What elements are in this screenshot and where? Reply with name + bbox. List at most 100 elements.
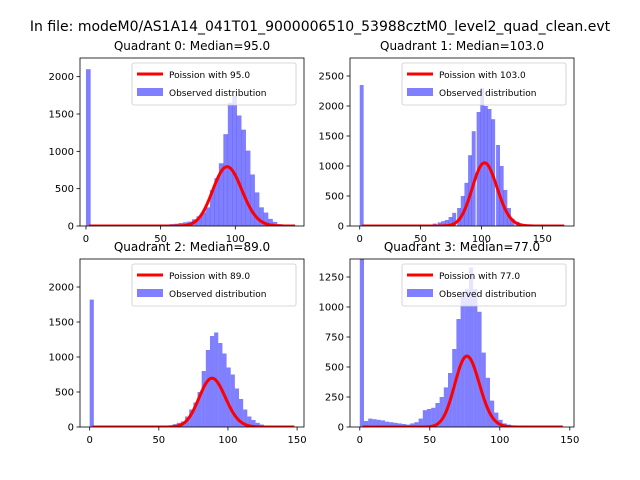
x-tick-label: 0 [357, 435, 363, 446]
x-tick-label: 50 [423, 435, 436, 446]
x-tick-label: 100 [218, 435, 237, 446]
y-tick-label: 1250 [319, 273, 344, 284]
plot-area [85, 69, 300, 226]
observed-bar [483, 106, 488, 226]
legend-poisson-label: Poission with 103.0 [439, 71, 526, 81]
legend: Poission with 103.0 Observed distribution [401, 62, 567, 106]
observed-bar [359, 259, 364, 427]
observed-bar [443, 387, 448, 427]
figure-suptitle: In file: modeM0/AS1A14_041T01_9000006510… [30, 19, 611, 35]
observed-bar [510, 218, 515, 226]
observed-bar [372, 419, 377, 427]
observed-bar [418, 418, 423, 427]
observed-bar [200, 212, 206, 226]
legend-poisson-label: Poission with 89.0 [169, 272, 250, 282]
y-tick-label: 750 [325, 333, 344, 344]
observed-bar [234, 388, 240, 427]
observed-bar [397, 423, 402, 427]
observed-bar [251, 420, 256, 427]
legend-observed-swatch [407, 88, 433, 96]
observed-bar [414, 422, 419, 427]
observed-bar [250, 174, 255, 226]
observed-bar [214, 178, 220, 226]
x-tick-label: 100 [490, 435, 509, 446]
axes-frame [349, 57, 575, 227]
observed-bar [499, 166, 504, 226]
legend: Poission with 95.0 Observed distribution [131, 62, 297, 106]
legend-box [401, 62, 567, 106]
x-tick-label: 100 [472, 234, 491, 245]
x-tick-label: 0 [86, 435, 92, 446]
observed-bar [448, 217, 453, 226]
observed-bar [223, 134, 229, 226]
observed-bar [259, 207, 264, 226]
observed-bar [218, 163, 224, 226]
observed-bar [473, 289, 478, 427]
x-tick-label: 0 [83, 234, 89, 245]
observed-bar [209, 336, 215, 427]
observed-bar [485, 377, 490, 427]
poisson-fit-line [362, 354, 563, 427]
y-tick-label: 500 [55, 388, 74, 399]
axes-frame [349, 258, 575, 428]
observed-bar [241, 129, 246, 226]
observed-bar [441, 221, 446, 226]
x-tick-label: 150 [533, 234, 552, 245]
chart-title: Quadrant 3: Median=77.0 [384, 240, 540, 254]
observed-bar [410, 423, 415, 427]
observed-bar [359, 85, 364, 226]
observed-bar [439, 397, 444, 427]
observed-bar [222, 353, 227, 427]
y-tick-label: 1500 [49, 110, 74, 121]
legend-observed-label: Observed distribution [439, 290, 536, 300]
observed-bar [247, 416, 252, 427]
observed-bar [209, 190, 215, 226]
observed-bar [236, 115, 242, 226]
observed-bar [268, 218, 273, 226]
x-tick-label: 150 [560, 435, 579, 446]
axes-frame [79, 258, 305, 428]
observed-bar [457, 208, 462, 226]
legend-observed-swatch [407, 289, 433, 297]
poisson-fit-line [88, 165, 296, 226]
legend-poisson-label: Poission with 95.0 [169, 71, 250, 81]
legend-poisson-label: Poission with 77.0 [439, 272, 520, 282]
x-tick-label: 100 [226, 234, 245, 245]
y-tick-label: 1000 [49, 353, 74, 364]
x-tick-label: 50 [414, 234, 427, 245]
observed-bar [477, 311, 482, 427]
chart-panel-3: 0 50 100 150 0 250 500 750 1000 1250 Poission with… [319, 240, 580, 446]
y-tick-label: 2000 [49, 283, 74, 294]
x-tick-label: 150 [288, 435, 307, 446]
observed-bar [364, 421, 369, 427]
observed-bar [464, 289, 469, 427]
x-tick-label: 0 [357, 234, 363, 245]
x-tick-label: 50 [152, 435, 165, 446]
y-tick-label: 500 [325, 363, 344, 374]
y-tick-label: 0 [338, 222, 344, 233]
y-tick-label: 2000 [319, 102, 344, 113]
observed-bar [490, 400, 495, 427]
observed-bar [469, 267, 474, 427]
observed-bar [232, 95, 237, 226]
legend: Poission with 77.0 Observed distribution [401, 263, 567, 307]
observed-bar [380, 420, 385, 427]
observed-bar [85, 69, 91, 226]
observed-bar [481, 352, 486, 427]
legend: Poission with 89.0 Observed distribution [131, 263, 297, 307]
observed-bar [427, 409, 432, 427]
chart-title: Quadrant 0: Median=95.0 [114, 39, 270, 53]
y-tick-label: 1000 [319, 303, 344, 314]
observed-bar [437, 222, 442, 226]
observed-bar [196, 216, 202, 226]
x-tick-label: 50 [154, 234, 167, 245]
observed-bar [201, 371, 206, 427]
observed-bar [496, 145, 500, 226]
y-tick-label: 0 [68, 222, 74, 233]
observed-bar [435, 403, 440, 427]
y-tick-label: 2500 [319, 72, 344, 83]
y-tick-label: 500 [325, 192, 344, 203]
axes-frame [79, 57, 305, 227]
